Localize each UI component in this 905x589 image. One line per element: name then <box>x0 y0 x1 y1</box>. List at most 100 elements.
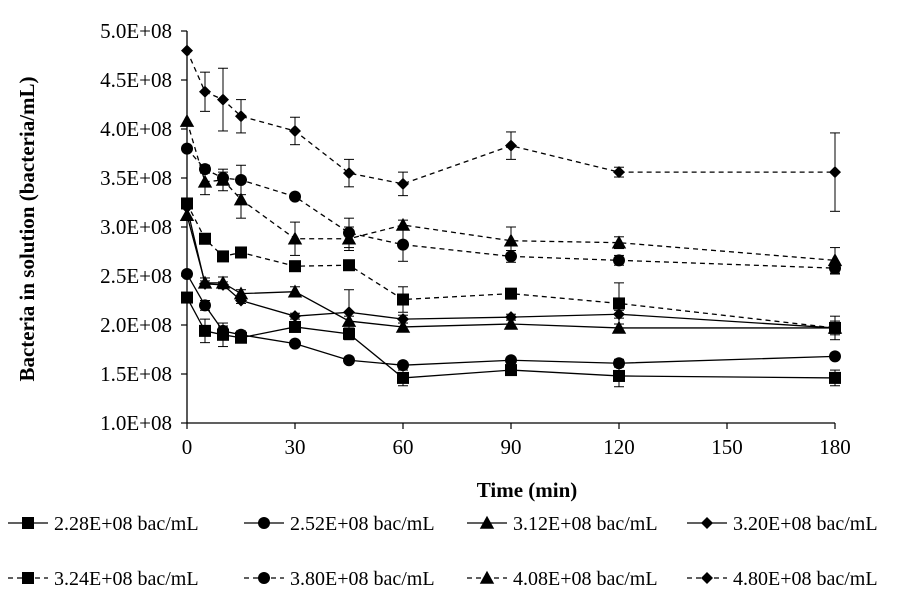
x-tick-label: 90 <box>501 435 522 459</box>
x-tick-label: 0 <box>182 435 193 459</box>
data-point-triangle <box>611 320 627 334</box>
x-tick-label: 180 <box>819 435 851 459</box>
legend-item: 3.24E+08 bac/mL <box>8 568 199 589</box>
data-point-diamond <box>235 110 247 123</box>
data-point-triangle <box>233 192 249 206</box>
data-point-diamond <box>181 44 193 57</box>
data-point-triangle <box>395 319 411 333</box>
y-tick-label: 3.5E+08 <box>100 166 172 190</box>
y-tick-label: 2.5E+08 <box>100 264 172 288</box>
data-point-square <box>613 297 625 310</box>
data-point-circle <box>235 328 247 341</box>
series-line-2 <box>186 273 836 366</box>
x-tick-label: 120 <box>603 435 635 459</box>
data-point-square <box>199 232 211 245</box>
legend-marker-square <box>22 572 34 584</box>
legend-label: 3.80E+08 bac/mL <box>290 568 435 589</box>
data-point-circle <box>289 190 301 203</box>
legend-item: 4.08E+08 bac/mL <box>467 568 658 589</box>
data-point-triangle <box>233 286 249 300</box>
legend-label: 2.28E+08 bac/mL <box>54 513 199 535</box>
x-tick-label: 60 <box>393 435 414 459</box>
data-point-square <box>289 260 301 273</box>
y-tick-label: 3.0E+08 <box>100 215 172 239</box>
data-point-triangle <box>179 113 195 127</box>
data-point-circle <box>613 254 625 267</box>
series-line-4 <box>186 207 836 329</box>
data-point-circle <box>397 359 409 372</box>
legend-marker-circle <box>258 517 270 529</box>
data-points <box>179 44 843 384</box>
legend-item: 3.20E+08 bac/mL <box>687 513 878 535</box>
data-point-diamond <box>217 93 229 106</box>
data-point-square <box>397 371 409 384</box>
y-tick-label: 4.0E+08 <box>100 117 172 141</box>
legend-marker-triangle <box>479 570 495 584</box>
data-point-diamond <box>199 85 211 98</box>
data-point-triangle <box>287 231 303 245</box>
x-tick-label: 30 <box>285 435 306 459</box>
data-point-diamond <box>613 308 625 321</box>
series-lines <box>186 50 836 379</box>
y-axis-title: Bacteria in solution (bacteria/mL) <box>15 76 39 381</box>
series-line-8 <box>186 50 835 185</box>
y-tick-label: 5.0E+08 <box>100 19 172 43</box>
legend-marker-square <box>22 517 34 529</box>
data-point-triangle <box>503 316 519 330</box>
data-point-circle <box>217 324 229 337</box>
legend-item: 3.12E+08 bac/mL <box>467 513 658 535</box>
data-point-square <box>217 250 229 263</box>
data-point-circle <box>343 354 355 367</box>
data-point-triangle <box>179 208 195 221</box>
data-point-diamond <box>343 167 355 180</box>
legend-label: 2.52E+08 bac/mL <box>290 513 435 535</box>
tick-labels: 1.0E+08 1.5E+08 2.0E+08 2.5E+08 3.0E+08 3.5E+… <box>100 19 851 459</box>
data-point-circle <box>613 357 625 370</box>
series-line-6 <box>186 148 836 269</box>
data-point-diamond <box>199 277 211 290</box>
x-axis-title: Time (min) <box>477 478 578 502</box>
x-tick-label: 150 <box>711 435 743 459</box>
data-point-circle <box>505 354 517 367</box>
data-point-diamond <box>829 166 841 179</box>
data-point-square <box>397 293 409 306</box>
data-point-triangle <box>503 233 519 247</box>
data-point-square <box>199 324 211 337</box>
series-line-1 <box>186 297 836 379</box>
legend-label: 4.08E+08 bac/mL <box>513 568 658 589</box>
data-point-diamond <box>397 177 409 190</box>
data-point-square <box>613 369 625 382</box>
data-point-square <box>829 371 841 384</box>
data-point-diamond <box>613 166 625 179</box>
y-tick-label: 4.5E+08 <box>100 68 172 92</box>
data-point-circle <box>829 350 841 363</box>
legend-item: 2.28E+08 bac/mL <box>8 513 199 535</box>
data-point-square <box>505 287 517 300</box>
data-point-circle <box>235 173 247 186</box>
series-line-7 <box>186 120 836 261</box>
legend-marker-diamond <box>701 572 713 584</box>
series-line-5 <box>186 203 836 329</box>
series-line-3 <box>186 215 835 329</box>
legend-label: 3.20E+08 bac/mL <box>733 513 878 535</box>
y-tick-label: 1.5E+08 <box>100 362 172 386</box>
legend-label: 4.80E+08 bac/mL <box>733 568 878 589</box>
legend-marker-circle <box>258 572 270 584</box>
y-tick-label: 1.0E+08 <box>100 411 172 435</box>
data-point-diamond <box>289 124 301 137</box>
data-point-square <box>505 364 517 377</box>
data-point-circle <box>397 238 409 251</box>
data-point-circle <box>181 142 193 155</box>
data-point-triangle <box>395 217 411 231</box>
legend-marker-triangle <box>479 515 495 529</box>
legend-item: 4.80E+08 bac/mL <box>687 568 878 589</box>
y-tick-label: 2.0E+08 <box>100 313 172 337</box>
legend: 2.28E+08 bac/mL 2.52E+08 bac/mL 3.12E+08 b… <box>8 513 878 589</box>
data-point-circle <box>199 299 211 312</box>
data-point-square <box>181 291 193 304</box>
data-point-triangle <box>215 172 231 186</box>
legend-item: 2.52E+08 bac/mL <box>244 513 435 535</box>
data-point-circle <box>181 268 193 281</box>
legend-marker-diamond <box>701 517 713 529</box>
